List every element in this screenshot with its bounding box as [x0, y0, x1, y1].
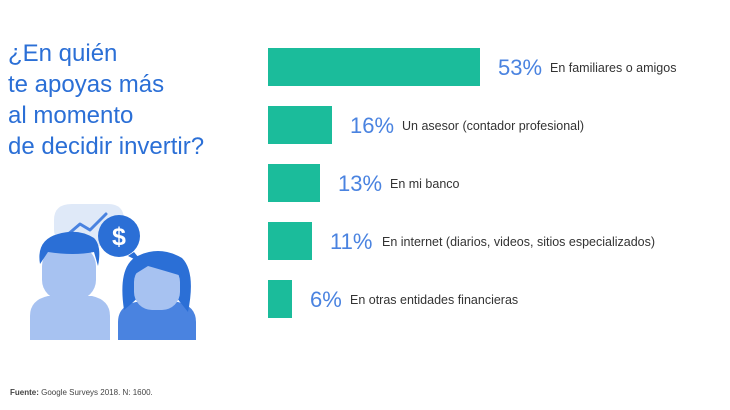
question-title: ¿En quién te apoyas más al momento de de… [8, 38, 258, 162]
people-illustration: $ [30, 204, 196, 340]
bar-4 [268, 222, 312, 260]
bar-1 [268, 48, 480, 86]
bar-value-label: 11% [330, 229, 372, 254]
man-avatar-icon [30, 231, 110, 340]
bar-value-label: 13% [338, 171, 382, 196]
bar-category-label: En familiares o amigos [550, 61, 676, 75]
bar-category-label: En mi banco [390, 177, 460, 191]
source-text: Google Surveys 2018. N: 1600. [41, 388, 153, 397]
source-note: Fuente: Google Surveys 2018. N: 1600. [10, 388, 153, 397]
question-line: ¿En quién [8, 40, 118, 67]
bar-3 [268, 164, 320, 202]
bar-2 [268, 106, 332, 144]
bar-category-label: Un asesor (contador profesional) [402, 119, 584, 133]
bar-value-label: 6% [310, 287, 342, 312]
question-line: al momento [8, 102, 134, 129]
woman-avatar-icon [118, 251, 196, 340]
bar-value-label: 53% [498, 55, 542, 80]
question-line: te apoyas más [8, 71, 165, 98]
question-line: de decidir invertir? [8, 133, 205, 160]
svg-text:$: $ [112, 223, 126, 251]
bar-5 [268, 280, 292, 318]
source-label: Fuente: [10, 388, 39, 397]
bar-value-label: 16% [350, 113, 394, 138]
bar-category-label: En otras entidades financieras [350, 293, 518, 307]
bar-category-label: En internet (diarios, videos, sitios esp… [382, 235, 655, 249]
